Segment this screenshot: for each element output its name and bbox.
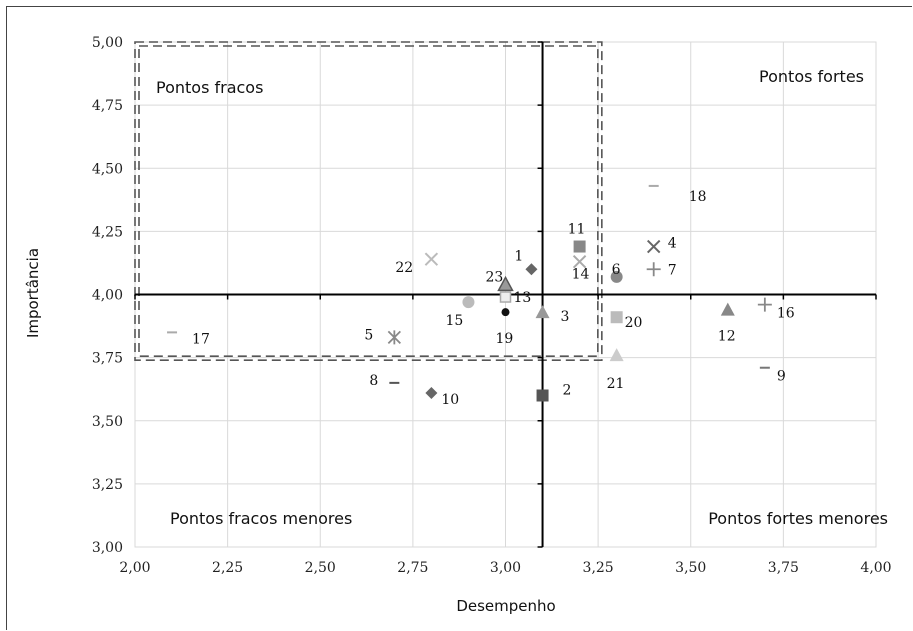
point-15-marker	[462, 296, 475, 309]
point-4-label: 4	[668, 236, 677, 252]
y-tick-label: 4,50	[92, 161, 123, 177]
point-10-marker	[425, 386, 438, 399]
quadrant-label-top-right: Pontos fortes	[759, 67, 864, 86]
highlight-box-inner	[138, 45, 599, 357]
point-2-marker	[536, 389, 549, 402]
point-11-label: 11	[568, 222, 586, 238]
point-16-marker	[757, 297, 772, 312]
point-18-label: 18	[689, 189, 707, 205]
point-17-label: 17	[192, 331, 210, 347]
y-tick-label: 3,75	[92, 351, 123, 367]
point-21-label: 21	[607, 376, 625, 392]
point-7-label: 7	[668, 262, 677, 278]
x-tick-label: 3,50	[675, 560, 706, 576]
point-4-marker	[646, 239, 661, 254]
point-13-marker	[499, 291, 512, 303]
point-2-label: 2	[563, 383, 572, 399]
point-23-label: 23	[486, 269, 504, 285]
point-14-label: 14	[572, 267, 590, 283]
x-tick-label: 2,75	[397, 560, 428, 576]
y-tick-label: 3,25	[92, 477, 123, 493]
x-tick-label: 3,75	[768, 560, 799, 576]
x-tick-label: 2,50	[305, 560, 336, 576]
y-axis-title: Importância	[24, 248, 42, 338]
point-13-label: 13	[514, 290, 532, 306]
point-22-marker	[424, 252, 439, 266]
point-22-label: 22	[395, 260, 413, 276]
point-12-marker	[720, 302, 735, 316]
point-19-label: 19	[496, 331, 514, 347]
point-20-label: 20	[625, 315, 643, 331]
point-20-marker	[610, 311, 623, 324]
point-12-label: 12	[718, 329, 736, 345]
x-tick-label: 4,00	[860, 560, 891, 576]
x-tick-label: 2,00	[119, 560, 150, 576]
tick-labels: 2,00 2,25 2,50 2,75 3,00 3,25 3,50 3,75 4,00 3,00…	[92, 35, 892, 576]
quadrant-label-bottom-left: Pontos fracos menores	[170, 509, 352, 528]
point-6-marker	[610, 270, 623, 283]
x-tick-label: 3,00	[490, 560, 521, 576]
point-15-label: 15	[445, 313, 463, 329]
quadrant-label-bottom-right: Pontos fortes menores	[708, 509, 888, 528]
x-axis-title: Desempenho	[456, 597, 555, 615]
data-points	[167, 184, 772, 402]
point-10-label: 10	[441, 392, 459, 408]
y-tick-label: 4,25	[92, 224, 123, 240]
point-1-label: 1	[514, 248, 523, 264]
point-21-marker	[609, 348, 624, 362]
point-23-marker	[497, 275, 514, 292]
point-19-marker	[501, 308, 510, 317]
chart-frame	[6, 6, 912, 630]
point-11-marker	[573, 240, 586, 253]
y-tick-label: 3,00	[92, 540, 123, 556]
point-14-marker	[572, 254, 587, 269]
point-8-label: 8	[369, 373, 378, 389]
point-5-marker	[387, 330, 401, 345]
x-tick-label: 3,25	[583, 560, 614, 576]
point-16-label: 16	[777, 306, 795, 322]
highlight-box	[134, 41, 603, 361]
point-9-label: 9	[777, 369, 786, 385]
y-tick-label: 4,00	[92, 288, 123, 304]
quadrant-label-top-left: Pontos fracos	[156, 78, 263, 97]
y-tick-label: 4,75	[92, 98, 123, 114]
point-1-marker	[525, 263, 538, 276]
point-3-marker	[535, 305, 550, 319]
x-tick-label: 2,25	[212, 560, 243, 576]
y-tick-label: 5,00	[92, 35, 123, 51]
point-5-label: 5	[364, 327, 373, 343]
y-tick-label: 3,50	[92, 414, 123, 430]
point-7-marker	[646, 262, 661, 277]
point-3-label: 3	[561, 309, 570, 325]
point-6-label: 6	[612, 262, 621, 278]
